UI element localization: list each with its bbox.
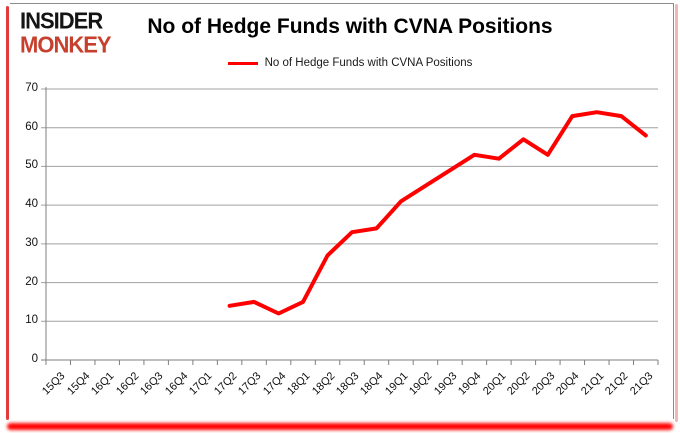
insider-monkey-logo: INSIDER MONKEY bbox=[20, 7, 112, 58]
legend: No of Hedge Funds with CVNA Positions bbox=[140, 57, 560, 69]
chart-title: No of Hedge Funds with CVNA Positions bbox=[147, 15, 553, 38]
decorative-left-edge bbox=[6, 6, 9, 420]
y-tick-label: 30 bbox=[25, 236, 38, 249]
logo-text-insider: INSIDER bbox=[20, 7, 103, 34]
decorative-right-edge bbox=[675, 4, 678, 422]
y-tick-label: 70 bbox=[25, 82, 38, 94]
line-series bbox=[227, 110, 648, 316]
chart-frame-right-border bbox=[673, 3, 674, 419]
y-tick-label: 20 bbox=[25, 275, 38, 288]
legend-line-swatch bbox=[227, 61, 258, 65]
chart-frame-top-border bbox=[10, 3, 674, 4]
y-tick-label: 0 bbox=[31, 353, 38, 365]
logo-text-monkey: MONKEY bbox=[20, 31, 112, 58]
y-tick-label: 10 bbox=[25, 314, 38, 327]
y-tick-label: 60 bbox=[25, 120, 38, 133]
y-tick-label: 50 bbox=[25, 159, 38, 172]
decorative-bottom-bar bbox=[7, 423, 673, 430]
y-tick-label: 40 bbox=[25, 198, 38, 211]
legend-label: No of Hedge Funds with CVNA Positions bbox=[264, 57, 473, 69]
